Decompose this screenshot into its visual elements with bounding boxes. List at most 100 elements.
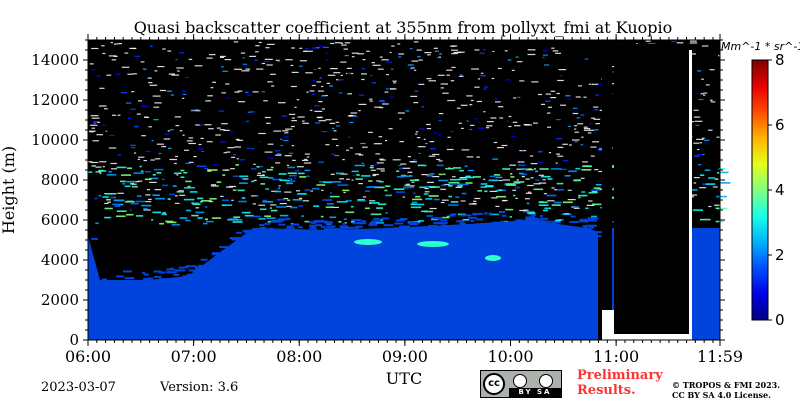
noise-speck [428,80,436,82]
noise-speck [368,131,373,133]
aerosol-edge [311,231,321,234]
noise-speck [90,124,98,126]
cloud-speck [396,176,405,178]
cloud-speck [159,222,164,225]
aerosol-edge [278,223,286,226]
noise-speck [136,113,141,115]
no-data-1 [602,310,614,340]
noise-speck [538,174,545,176]
noise-speck [517,161,525,163]
cloud-speck [441,184,447,187]
cloud-speck [136,195,142,197]
noise-speck-blue [484,86,489,88]
cloud-speck [323,181,333,183]
noise-speck [491,77,495,80]
noise-speck [460,200,466,202]
noise-speck [400,163,407,165]
noise-speck [511,69,515,71]
noise-speck [428,155,436,157]
aerosol-edge [182,280,188,283]
noise-speck [474,197,481,200]
noise-speck [690,53,697,55]
noise-speck-blue [319,77,322,79]
noise-speck [346,67,352,69]
noise-speck-blue [483,88,487,90]
noise-speck-blue [483,49,486,51]
noise-speck [459,177,468,179]
noise-speck-blue [242,63,248,65]
noise-speck [253,179,257,181]
cloud-speck [448,195,452,198]
noise-speck-blue [352,116,358,118]
cloud-speck [127,167,132,169]
noise-speck [589,129,594,131]
noise-speck [321,108,325,110]
cloud-speck [185,180,192,183]
noise-speck-blue [254,59,259,61]
noise-speck [91,117,100,119]
cloud-speck [304,189,310,191]
noise-speck-blue [281,115,288,117]
noise-speck [497,147,504,149]
cloud-speck [337,184,349,186]
cloud-speck [114,199,124,202]
noise-speck [593,106,599,108]
aerosol-edge [356,229,362,232]
noise-speck [252,91,259,93]
cloud-speck [417,220,424,222]
aerosol-feature [354,239,382,245]
aerosol-edge [351,219,362,222]
noise-speck [432,153,440,156]
cloud-speck [267,220,272,223]
noise-speck [573,207,580,209]
aerosol-edge [173,273,180,276]
cloud-speck [313,205,320,207]
cloud-speck [260,208,267,211]
noise-speck [555,52,561,54]
noise-speck-blue [347,72,351,75]
aerosol-edge [531,215,535,218]
noise-speck [294,106,297,108]
cloud-speck [197,217,203,219]
noise-speck [586,204,595,206]
aerosol-edge [578,220,588,223]
cloud-speck [398,167,403,170]
noise-speck-blue [419,128,425,130]
noise-speck [384,140,388,142]
noise-speck [351,179,354,181]
noise-speck [291,145,294,147]
noise-speck [429,207,437,210]
cloud-speck [212,217,222,219]
noise-speck [318,67,321,69]
noise-speck [424,191,430,193]
noise-speck [474,49,480,51]
noise-speck [519,209,527,212]
cloud-speck [238,200,247,203]
cloud-speck [279,179,290,182]
aerosol-edge [123,270,132,273]
noise-speck [99,161,107,163]
aerosol-edge [323,228,332,231]
cloud-speck [351,221,355,223]
noise-speck [440,87,444,89]
cloud-speck [533,168,536,170]
y-axis-label: Height (m) [0,146,18,234]
aerosol-edge [131,284,142,287]
cloud-speck [546,194,557,197]
aerosol-edge [399,218,408,220]
noise-speck [304,158,308,160]
noise-speck [369,98,373,100]
aerosol-edge [115,275,124,278]
cloud-speck [564,175,569,177]
cloud-speck [299,176,307,178]
noise-speck-blue [521,150,525,152]
cloud-speck [402,186,414,189]
aerosol-edge [165,278,170,281]
cloud-speck [488,179,499,182]
y-tick-label: 12000 [31,91,79,109]
noise-speck [556,153,560,155]
noise-speck-blue [143,68,147,71]
noise-speck-blue [543,54,548,56]
noise-speck-blue [185,162,191,164]
x-tick-label: 09:00 [382,347,428,366]
